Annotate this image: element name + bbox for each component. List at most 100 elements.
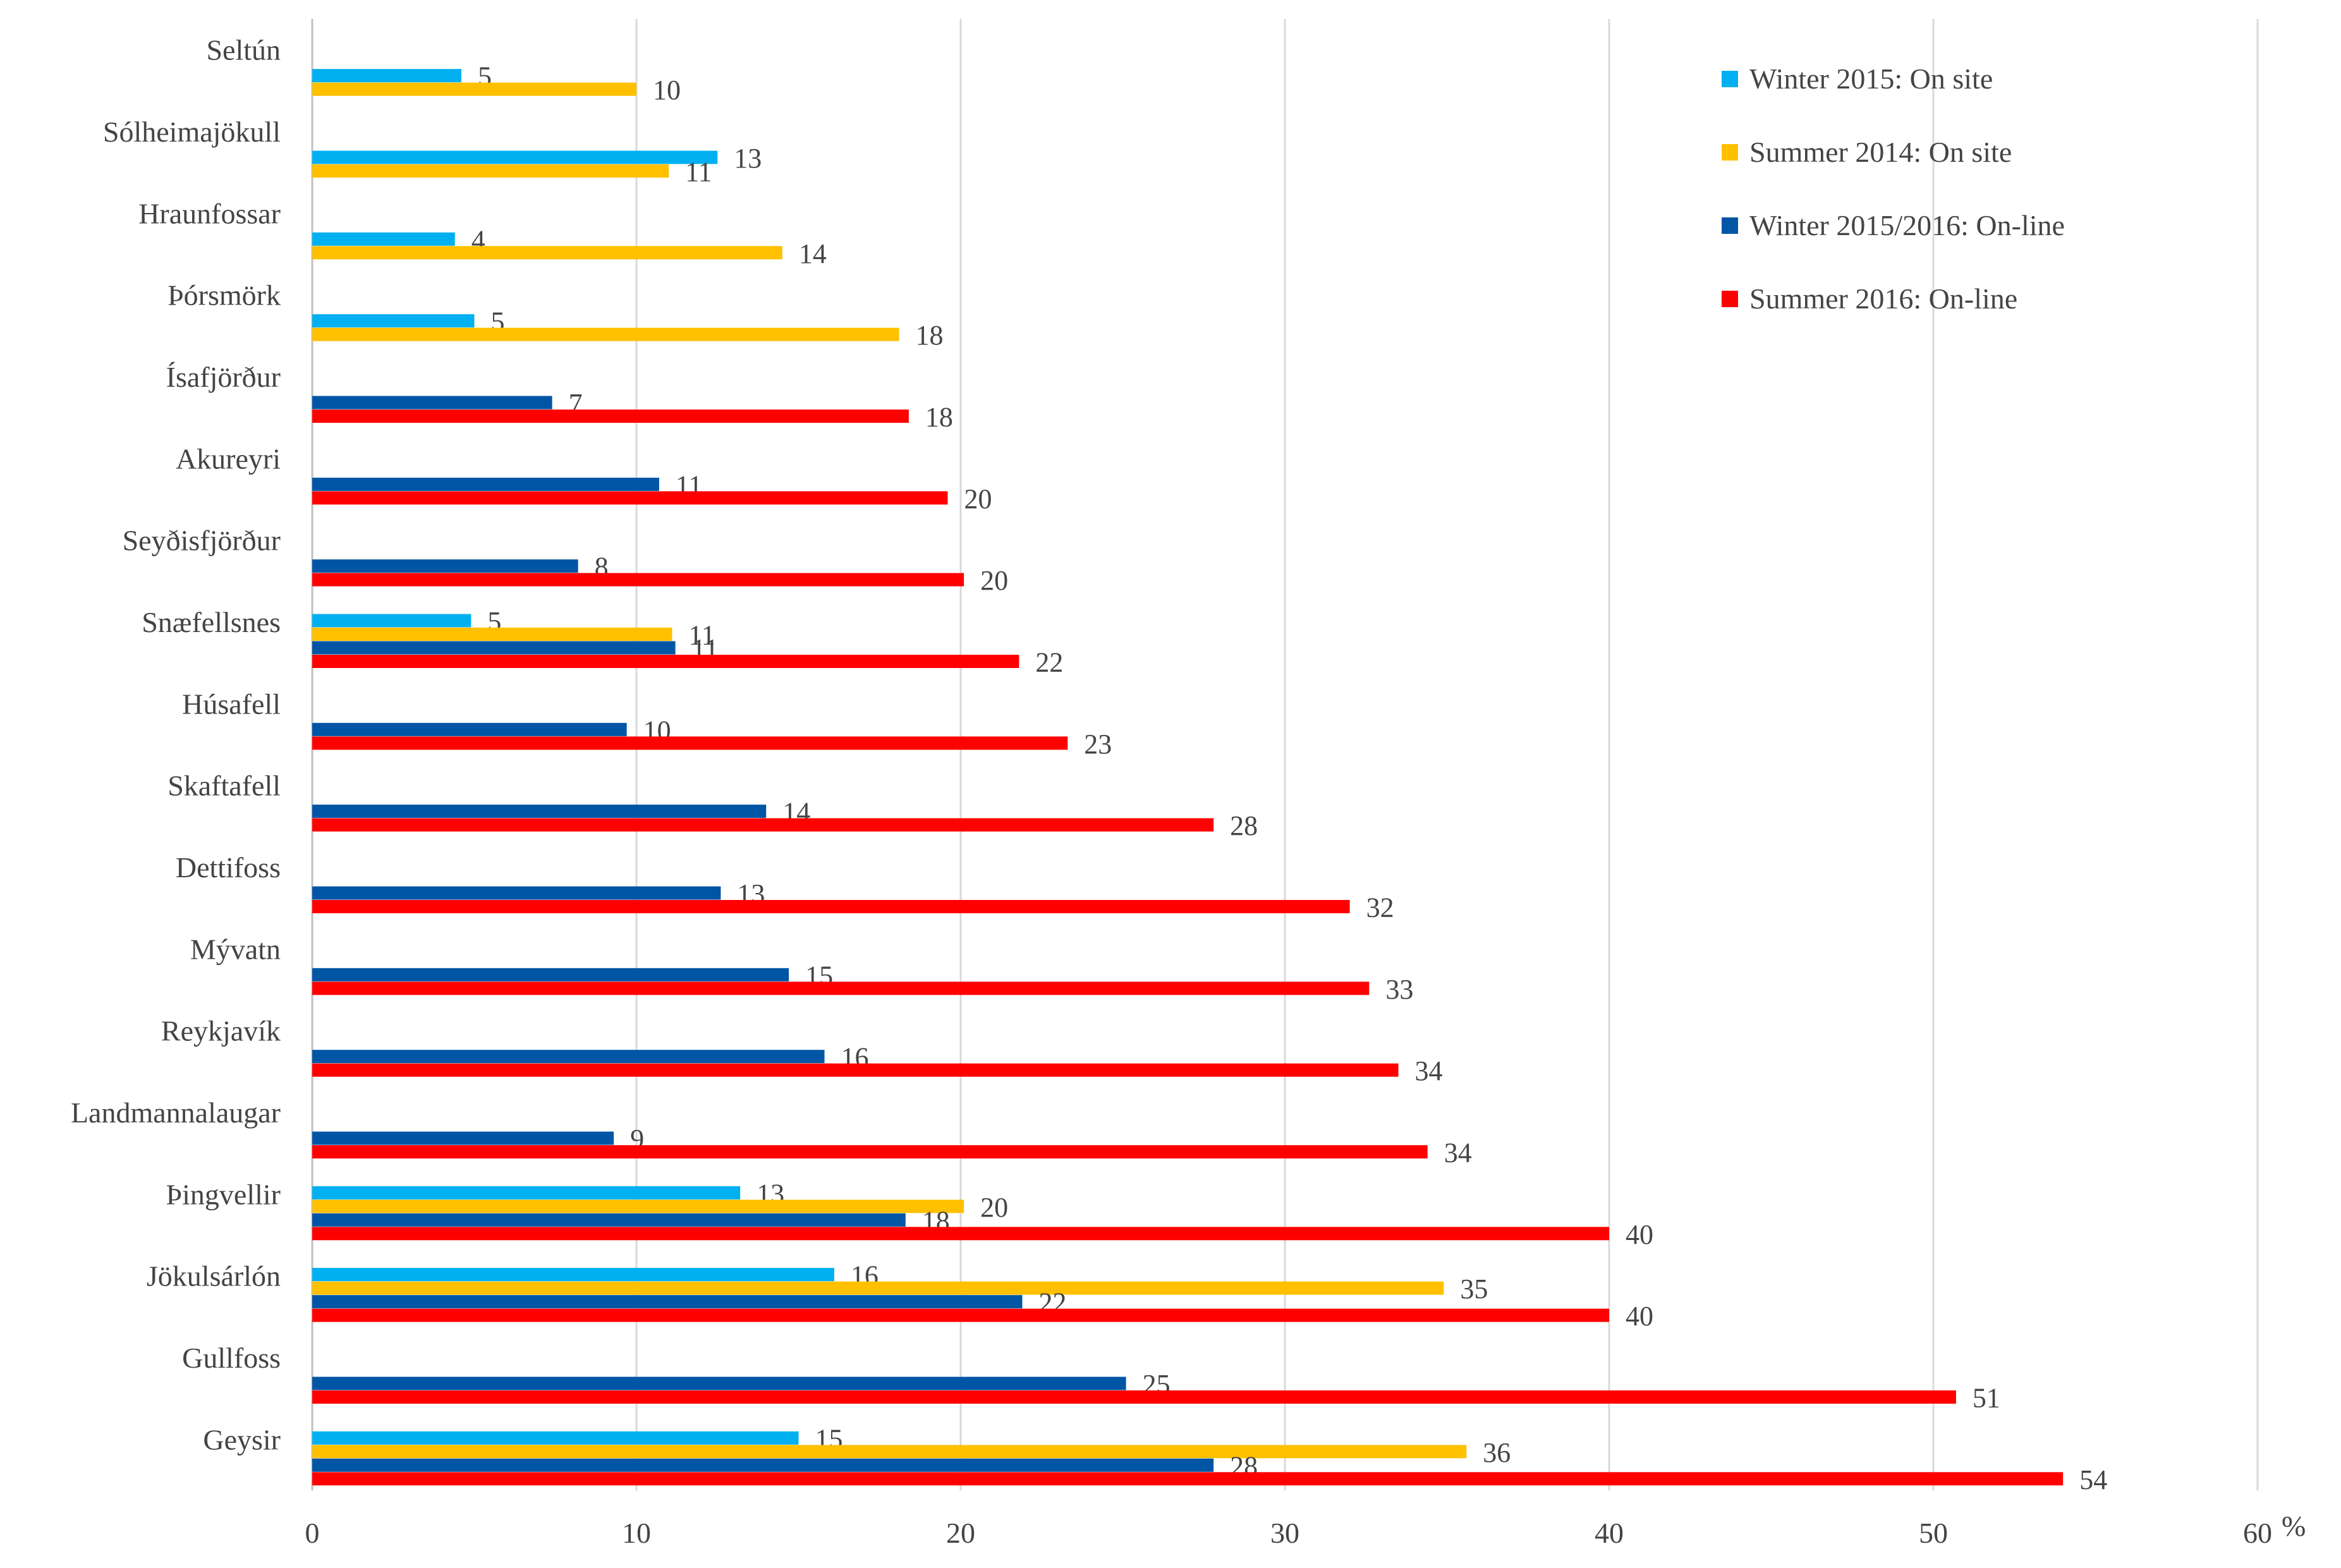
legend-label: Summer 2014: On site [1749,136,2012,168]
data-label: 11 [685,157,712,188]
data-label: 20 [964,483,992,514]
data-label: 23 [1084,729,1112,760]
data-label: 54 [2079,1464,2107,1495]
data-label: 51 [1973,1383,2000,1414]
data-label: 22 [1035,647,1063,678]
bar [312,736,1068,750]
bar [312,1295,1023,1309]
data-label: 10 [653,75,681,106]
category-label: Gullfoss [182,1342,281,1374]
bar [312,1377,1126,1390]
category-label: Reykjavík [161,1015,281,1047]
category-label: Þingvellir [166,1178,281,1210]
x-tick-label: 60 [2243,1517,2272,1549]
x-tick-label: 20 [946,1517,975,1549]
category-label: Seltún [206,34,281,66]
category-label: Þórsmörk [167,279,281,312]
legend: Winter 2015: On site Summer 2014: On site… [1722,63,2065,315]
x-tick-label: 30 [1270,1517,1299,1549]
bar [312,614,471,628]
category-label: Ísafjörður [166,361,281,393]
data-label: 34 [1444,1138,1472,1169]
legend-swatch [1722,71,1738,87]
data-label: 33 [1385,974,1413,1005]
bar [312,1472,2064,1486]
bar [312,246,782,260]
bar [312,477,659,491]
x-tick-label: 50 [1919,1517,1948,1549]
bar [312,1050,825,1064]
category-label: Geysir [203,1423,281,1456]
bar [312,900,1350,913]
data-label: 40 [1626,1301,1653,1332]
data-label: 36 [1483,1437,1511,1468]
bar [312,396,552,410]
category-label: Hraunfossar [138,197,281,229]
gridlines [311,19,2259,1490]
bar [312,1268,834,1282]
bar [312,641,676,655]
bar [312,1431,799,1445]
data-label: 14 [799,238,827,269]
x-axis-unit-label: % [2282,1510,2306,1542]
x-tick-labels: 0 10 20 30 40 50 60 [305,1517,2273,1549]
bar [312,82,636,96]
bar [312,818,1214,832]
category-label: Akureyri [176,442,281,475]
category-label: Landmannalaugar [71,1097,281,1129]
bar [312,982,1370,995]
bar [312,722,627,736]
bar [312,327,899,341]
data-label: 35 [1460,1273,1488,1304]
bar [312,1186,741,1200]
data-label: 18 [916,320,944,351]
data-label: 13 [734,143,762,174]
bar [312,164,669,178]
bar [312,1213,906,1227]
legend-swatch [1722,291,1738,307]
x-tick-label: 40 [1595,1517,1624,1549]
bar [312,1445,1467,1459]
bar [312,1200,964,1213]
x-tick-label: 10 [622,1517,651,1549]
category-label: Seyðisfjörður [123,525,281,557]
data-label: 20 [980,1192,1008,1223]
data-label: 20 [980,565,1008,596]
x-tick-label: 0 [305,1517,320,1549]
category-label: Sólheimajökull [103,116,281,148]
category-label: Mývatn [190,933,281,965]
bar [312,559,578,573]
data-label: 32 [1366,892,1394,923]
data-label: 11 [688,620,715,651]
legend-swatch [1722,144,1738,161]
bar [312,628,672,641]
category-label: Húsafell [182,688,281,720]
category-label: Jökulsárlón [147,1260,281,1292]
bar [312,1145,1428,1158]
bar [312,968,789,982]
legend-swatch [1722,217,1738,234]
bar [312,314,475,328]
category-label: Dettifoss [176,851,281,884]
bar [312,573,964,586]
bar [312,1227,1609,1241]
bar [312,1458,1214,1472]
bar [312,150,718,164]
category-label: Snæfellsnes [142,606,281,638]
legend-label: Winter 2015/2016: On-line [1749,209,2065,241]
legend-label: Winter 2015: On site [1749,63,1993,95]
legend-label: Summer 2016: On-line [1749,283,2017,315]
data-label: 34 [1415,1055,1443,1086]
category-label: Skaftafell [167,770,281,802]
bar [312,1308,1609,1322]
data-label: 28 [1230,810,1258,841]
category-labels: Seltún Sólheimajökull Hraunfossar Þórsmörk Í… [71,34,281,1456]
bar [312,69,461,83]
bar [312,1390,1956,1404]
bar [312,886,721,900]
bar [312,1281,1444,1295]
bar [312,491,948,505]
data-label: 40 [1626,1219,1653,1250]
bar [312,655,1019,668]
